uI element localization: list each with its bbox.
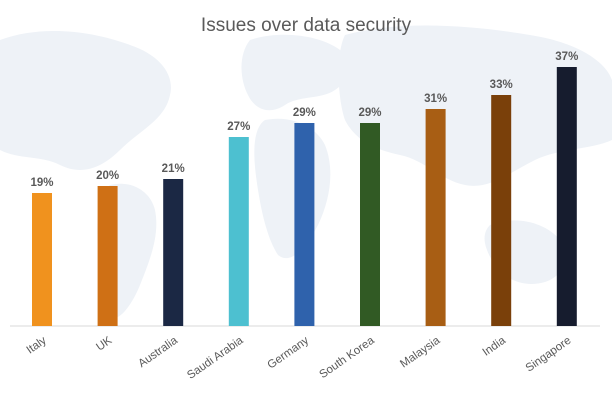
- tick-label-italy: Italy: [25, 334, 49, 356]
- value-label-singapore: 37%: [555, 51, 578, 63]
- tick-label-malaysia: Malaysia: [398, 334, 443, 370]
- tick-label-uk: UK: [94, 334, 114, 353]
- value-label-malaysia: 31%: [424, 93, 447, 105]
- chart-title: Issues over data security: [200, 15, 412, 36]
- bar-italy: [32, 193, 52, 326]
- bar-uk: [97, 186, 118, 326]
- tick-label-saudi-arabia: Saudi Arabia: [185, 334, 246, 382]
- value-label-australia: 21%: [162, 163, 185, 175]
- tick-label-germany: Germany: [265, 334, 311, 371]
- value-label-south-korea: 29%: [358, 107, 381, 119]
- value-label-germany: 29%: [293, 107, 316, 119]
- category-tick-labels: Italy UK Australia Saudi Arabia Germany South…: [25, 334, 574, 382]
- value-label-uk: 20%: [96, 170, 119, 182]
- bar-india: [491, 95, 512, 326]
- value-label-saudi-arabia: 27%: [227, 121, 250, 133]
- value-labels: 19% 20% 21% 27% 29% 29% 31% 33% 37%: [30, 51, 578, 189]
- tick-label-singapore: Singapore: [524, 335, 574, 375]
- bar-south-korea: [360, 123, 380, 326]
- bar-singapore: [556, 67, 577, 326]
- bar-saudi-arabia: [228, 137, 249, 326]
- bar-malaysia: [425, 109, 446, 326]
- tick-label-india: India: [481, 334, 509, 358]
- value-label-italy: 19%: [30, 177, 53, 189]
- value-label-india: 33%: [490, 79, 513, 91]
- tick-label-australia: Australia: [136, 334, 180, 370]
- bar-australia: [163, 179, 184, 326]
- tick-label-south-korea: South Korea: [317, 334, 377, 381]
- bars: [32, 67, 577, 326]
- bar-germany: [294, 123, 315, 326]
